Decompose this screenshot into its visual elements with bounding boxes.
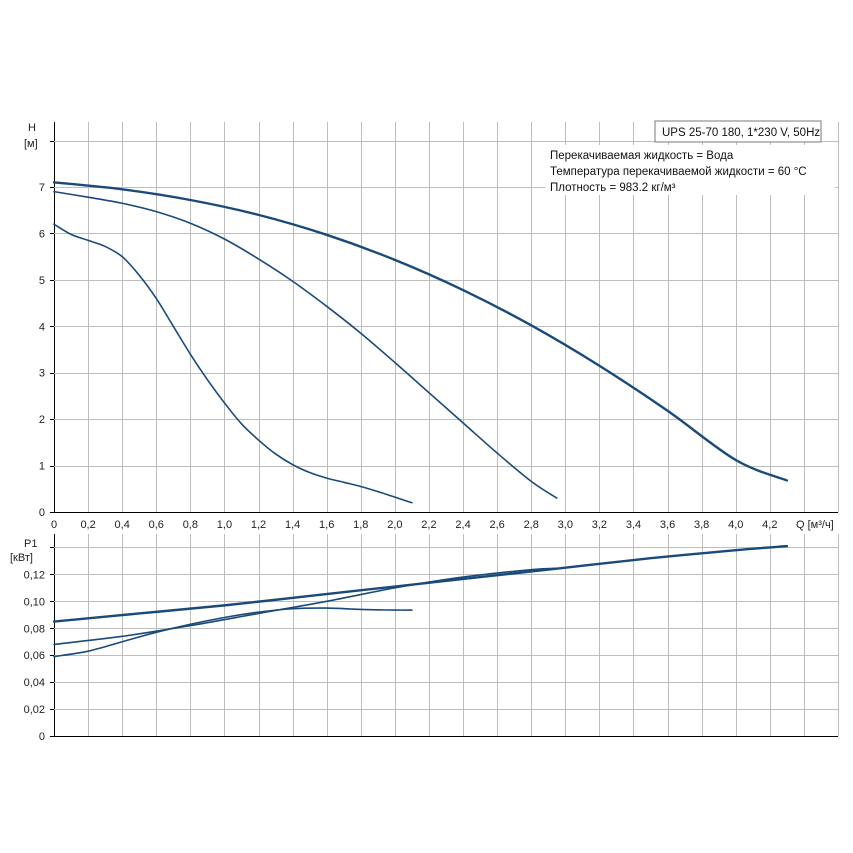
head-flow-panel: 0 0,2 0,4 0,6 0,8 1,0 1,2 1,4 1,6 1,8 2,0 2,2 2,4 2,6… [24,120,839,531]
power-axis-label-unit: [кВт] [10,552,33,564]
info-density: Плотность = 983.2 кг/м³ [550,182,676,194]
flow-tick-label: 4,0 [728,519,743,531]
power-tick-label: 0 [39,731,45,743]
head-curve-3 [52,181,789,482]
flow-tick-label: 0,6 [149,519,164,531]
power-tick-label: 0,10 [24,596,45,608]
flow-tick-label: 1,4 [285,519,300,531]
head-curves [52,181,789,504]
flow-tick-label: 4,2 [762,519,777,531]
pump-title: UPS 25-70 180, 1*230 V, 50Hz [662,127,820,139]
head-tick-label: 1 [39,461,45,473]
power-curves [52,544,789,658]
head-tick-labels: 0 1 2 3 4 5 6 7 [39,182,45,519]
flow-tick-label: 0,8 [183,519,198,531]
flow-tick-label: 1,0 [217,519,232,531]
flow-tick-label: 0 [51,519,57,531]
head-tick-label: 3 [39,368,45,380]
info-background [545,145,835,195]
pump-title-box [654,120,822,143]
flow-tick-label: 2,0 [387,519,402,531]
flow-tick-label: 2,2 [421,519,436,531]
power-grid [50,534,839,737]
flow-tick-label: 1,2 [251,519,266,531]
flow-tick-label: 1,8 [353,519,368,531]
head-curve-2 [53,190,558,499]
power-tick-label: 0,02 [24,704,45,716]
flow-tick-label: 3,4 [626,519,641,531]
head-tick-label: 6 [39,228,45,240]
head-tick-label: 7 [39,182,45,194]
flow-tick-label: 2,8 [524,519,539,531]
head-curve-1 [53,223,413,504]
flow-axis-label: Q [м³/ч] [796,519,834,531]
flow-tick-labels: 0 0,2 0,4 0,6 0,8 1,0 1,2 1,4 1,6 1,8 2,0 2,2 2,4 2,6… [51,519,778,531]
power-curve-2 [53,567,558,646]
flow-tick-label: 0,2 [80,519,95,531]
flow-tick-label: 3,8 [694,519,709,531]
power-axis-label-symbol: P1 [24,538,37,550]
power-curve-3 [52,544,789,623]
head-tick-label: 2 [39,414,45,426]
head-grid [50,122,839,513]
power-tick-labels: 0 0,02 0,04 0,06 0,08 0,10 0,12 [24,569,45,743]
power-tick-label: 0,12 [24,569,45,581]
head-axis-label-symbol: H [28,122,36,134]
info-liquid: Перекачиваемая жидкость = Вода [550,150,734,162]
info-temperature: Температура перекачиваемой жидкости = 60… [550,166,807,178]
power-curve-1 [53,607,413,658]
head-axis-label-unit: [м] [24,138,38,150]
power-tick-label: 0,06 [24,650,45,662]
flow-tick-label: 3,6 [660,519,675,531]
head-tick-label: 4 [39,321,45,333]
flow-tick-label: 3,0 [558,519,573,531]
power-flow-panel: 0 0,02 0,04 0,06 0,08 0,10 0,12 P1 [кВт] [10,534,839,743]
flow-tick-label: 1,6 [319,519,334,531]
power-tick-label: 0,08 [24,623,45,635]
flow-tick-label: 0,4 [115,519,130,531]
flow-tick-label: 3,2 [592,519,607,531]
flow-tick-label: 2,4 [455,519,470,531]
power-tick-label: 0,04 [24,677,45,689]
flow-tick-label: 2,6 [489,519,504,531]
head-tick-label: 5 [39,275,45,287]
head-tick-label: 0 [39,507,45,519]
